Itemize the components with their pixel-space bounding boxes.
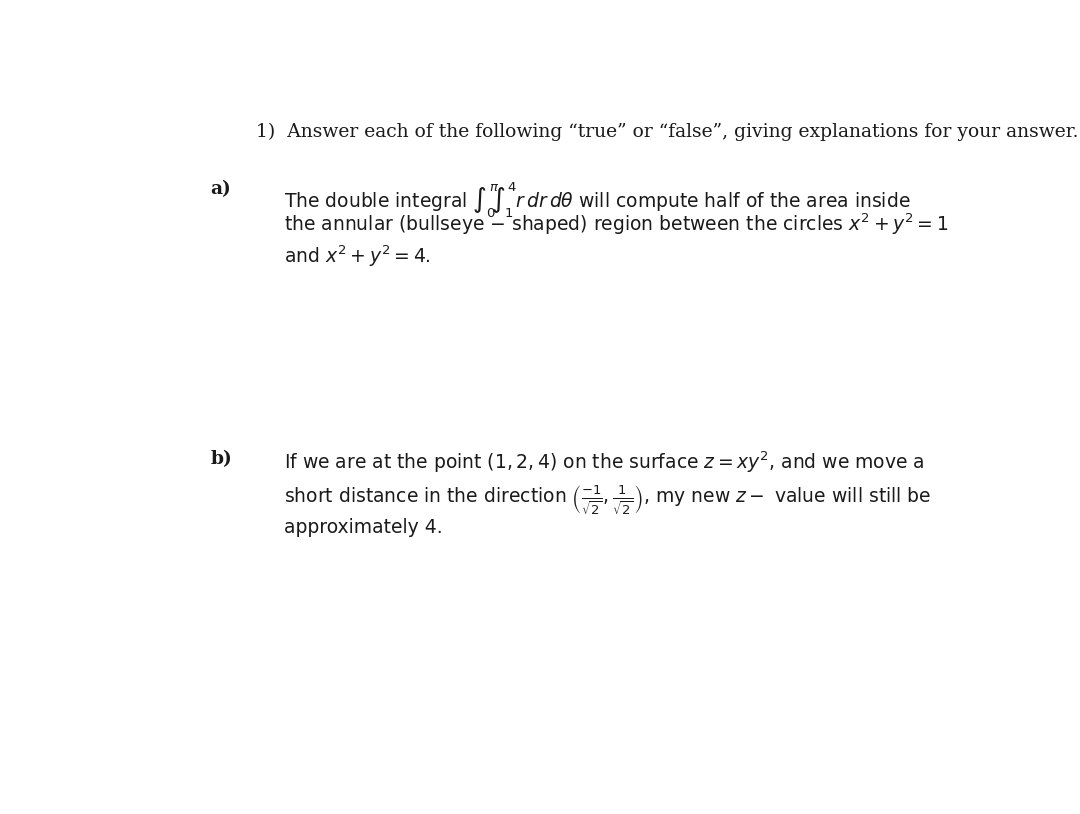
Text: 1)  Answer each of the following “true” or “false”, giving explanations for your: 1) Answer each of the following “true” o… bbox=[256, 123, 1079, 141]
Text: approximately 4.: approximately 4. bbox=[284, 518, 443, 536]
Text: If we are at the point $(1, 2, 4)$ on the surface $z = xy^2$, and we move a: If we are at the point $(1, 2, 4)$ on th… bbox=[284, 450, 924, 475]
Text: short distance in the direction $\left(\frac{-1}{\sqrt{2}}, \frac{1}{\sqrt{2}}\r: short distance in the direction $\left(\… bbox=[284, 484, 931, 517]
Text: a): a) bbox=[211, 181, 231, 199]
Text: the annular (bullseye $-$ shaped) region between the circles $x^2 + y^2 = 1$: the annular (bullseye $-$ shaped) region… bbox=[284, 212, 948, 237]
Text: The double integral $\int_0^{\pi}\!\!\int_1^{4} r\,dr\,d\theta$ will compute hal: The double integral $\int_0^{\pi}\!\!\in… bbox=[284, 181, 910, 221]
Text: and $x^2 + y^2 = 4.$: and $x^2 + y^2 = 4.$ bbox=[284, 243, 431, 269]
Text: b): b) bbox=[211, 450, 232, 468]
